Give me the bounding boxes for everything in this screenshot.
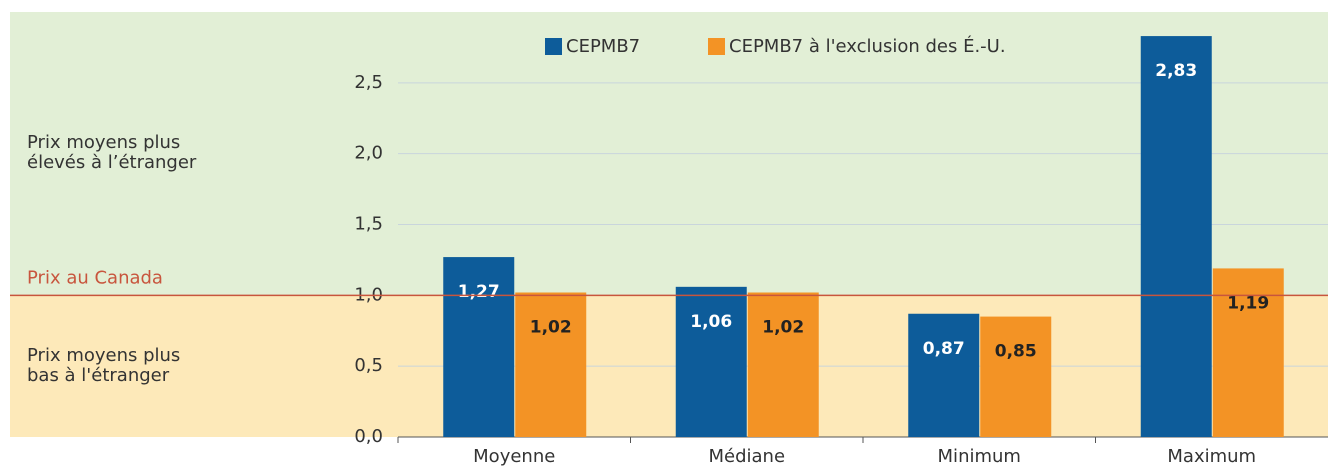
data-label: 1,02 [762,318,804,338]
legend-swatch [708,38,725,55]
data-label: 0,85 [995,342,1037,362]
bar [747,292,819,437]
data-label: 1,06 [690,312,732,332]
bar [1140,36,1212,437]
x-tick-label: Médiane [708,446,785,467]
legend-label: CEPMB7 [566,36,640,57]
legend-swatch [545,38,562,55]
data-label: 1,27 [458,282,500,302]
data-label: 1,02 [530,318,572,338]
bar [675,286,747,437]
x-tick-label: Minimum [938,446,1021,467]
data-label: 0,87 [923,339,965,359]
annotation: bas à l'étranger [27,365,170,386]
annotation: élevés à l’étranger [27,152,197,173]
y-tick-label: 1,5 [354,214,383,235]
data-label: 2,83 [1155,61,1197,81]
y-tick-label: 0,0 [354,426,383,447]
annotation: Prix moyens plus [27,132,180,153]
y-tick-label: 2,0 [354,143,383,164]
bar [908,313,980,437]
bar [980,316,1052,437]
annotation: Prix moyens plus [27,345,180,366]
bar [1212,268,1284,437]
x-tick-label: Moyenne [473,446,555,467]
x-tick-label: Maximum [1167,446,1256,467]
data-label: 1,19 [1227,293,1269,313]
bar [515,292,587,437]
y-tick-label: 0,5 [354,355,383,376]
reference-label: Prix au Canada [27,267,163,288]
bar [443,257,515,437]
y-tick-label: 2,5 [354,72,383,93]
legend-label: CEPMB7 à l'exclusion des É.-U. [729,35,1006,57]
